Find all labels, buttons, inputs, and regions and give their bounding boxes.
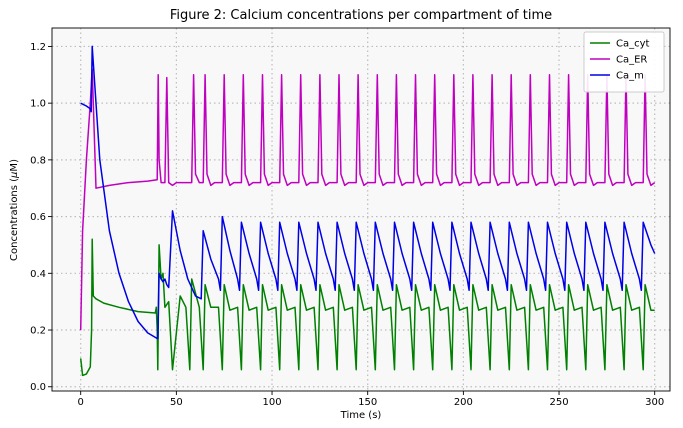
x-tick-label: 250 <box>549 397 568 408</box>
legend-label-ca-cyt: Ca_cyt <box>616 39 650 50</box>
y-axis-label-mu: μ <box>9 172 20 179</box>
x-tick-label: 200 <box>454 397 473 408</box>
axes-spine <box>51 27 671 392</box>
legend-box <box>583 31 665 93</box>
series-line-ca-cyt <box>79 238 655 377</box>
series-line-ca-er <box>79 68 656 331</box>
x-tick-label: 300 <box>645 397 664 408</box>
x-tick-label: 50 <box>170 397 183 408</box>
y-tick-label: 1.0 <box>30 99 46 110</box>
x-tick-label: 150 <box>358 397 377 408</box>
x-tick-label: 0 <box>78 397 84 408</box>
x-axis-ticks: 0 50 100 150 200 250 300 <box>78 391 664 408</box>
y-axis-ticks: 0.0 0.2 0.4 0.6 0.8 1.0 1.2 <box>30 42 52 393</box>
y-tick-label: 0.6 <box>30 212 46 223</box>
y-axis-label-prefix: Concentrations ( <box>9 178 20 261</box>
y-axis-label: Concentrations (μM) <box>9 159 20 261</box>
legend-label-ca-m: Ca_m <box>616 71 644 82</box>
x-tick-label: 100 <box>262 397 281 408</box>
x-axis-label: Time (s) <box>340 410 382 421</box>
y-tick-label: 0.0 <box>30 382 46 393</box>
series-layer <box>79 45 656 377</box>
legend-label-ca-er: Ca_ER <box>616 55 647 66</box>
y-tick-label: 0.4 <box>30 269 46 280</box>
legend: Ca_cyt Ca_ER Ca_m <box>583 31 665 93</box>
y-tick-label: 0.2 <box>30 326 46 337</box>
y-tick-label: 0.8 <box>30 155 46 166</box>
chart-title: Figure 2: Calcium concentrations per com… <box>170 8 552 23</box>
axes-frame <box>51 27 671 392</box>
plot-area <box>52 28 670 391</box>
series-line-ca-m <box>80 45 656 340</box>
y-axis-label-suffix: M) <box>9 159 20 172</box>
y-tick-label: 1.2 <box>30 42 46 53</box>
